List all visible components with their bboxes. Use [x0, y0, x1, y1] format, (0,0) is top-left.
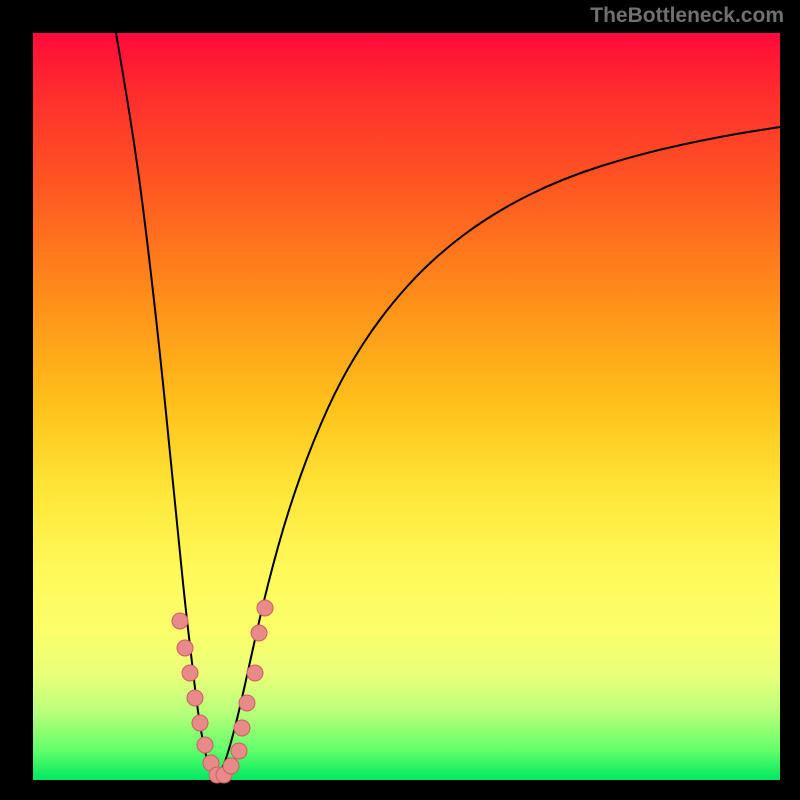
data-marker — [172, 613, 188, 629]
data-marker — [251, 625, 267, 641]
curve-left-branch — [116, 33, 216, 780]
data-marker — [187, 690, 203, 706]
data-marker — [257, 600, 273, 616]
data-marker — [239, 695, 255, 711]
data-marker — [234, 720, 250, 736]
data-marker — [231, 743, 247, 759]
data-marker — [192, 715, 208, 731]
data-marker — [177, 640, 193, 656]
bottleneck-curve — [0, 0, 800, 800]
data-marker — [247, 665, 263, 681]
data-marker — [223, 758, 239, 774]
data-marker — [197, 737, 213, 753]
data-marker — [182, 665, 198, 681]
curve-right-branch — [216, 127, 780, 780]
chart-frame: TheBottleneck.com — [0, 0, 800, 800]
